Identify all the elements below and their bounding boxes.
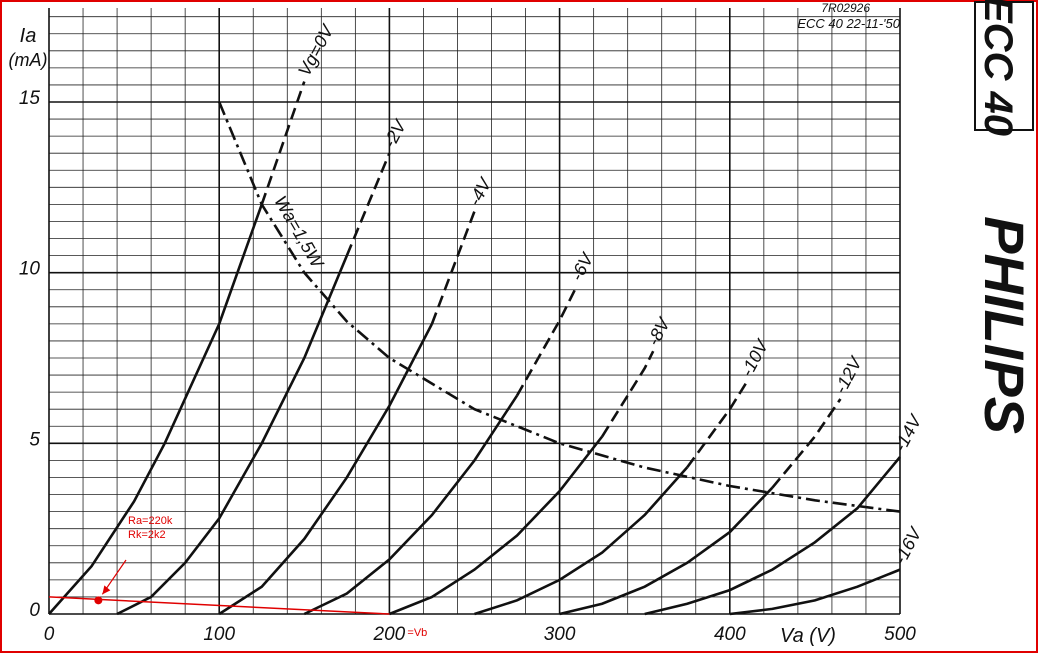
curve	[388, 435, 604, 616]
curve	[303, 394, 519, 616]
x-tick-label: 300	[544, 624, 576, 645]
x-tick-label: 0	[44, 624, 55, 645]
curve	[644, 456, 901, 616]
load-line-label: Ra=220k	[128, 515, 173, 527]
dissipation-curve	[217, 101, 901, 513]
y-tick-label: 10	[19, 259, 41, 280]
curve-dashed	[260, 81, 306, 205]
brand: PHILIPS	[973, 216, 1036, 434]
x-axis-label: Va (V)	[780, 625, 836, 647]
curve	[474, 466, 689, 616]
curve	[218, 323, 434, 616]
curve-dashed	[686, 381, 748, 468]
chart-title: ECC 40	[976, 0, 1020, 136]
y-tick-label: 5	[29, 429, 40, 450]
series-label: -12V	[830, 352, 866, 397]
y-tick-label: 15	[19, 88, 41, 109]
annotation-arrowhead	[102, 585, 111, 595]
x-tick-label: 400	[714, 624, 746, 645]
load-line	[48, 596, 390, 615]
curve-dashed	[515, 285, 578, 397]
series-label: -8V	[643, 313, 675, 349]
x-tick-label: 100	[203, 624, 235, 645]
series-label: -14V	[890, 410, 926, 455]
curve	[729, 568, 901, 616]
x-tick-label: 500	[884, 624, 916, 645]
load-line-label: Rk=2k2	[128, 529, 166, 541]
series-label: Vg=0V	[294, 20, 338, 79]
y-axis-label: Ia	[20, 25, 37, 47]
curve-dashed	[345, 152, 391, 257]
curve-dashed	[601, 350, 655, 438]
y-axis-label: (mA)	[9, 50, 48, 70]
series-label: -10V	[737, 335, 773, 380]
series-label: -16V	[890, 523, 926, 568]
chart-subtitle: ECC 40 22-11-'50	[797, 16, 900, 31]
x-tick-label: 200	[373, 624, 406, 645]
curve	[116, 255, 349, 616]
series-label: -2V	[379, 115, 411, 151]
curve	[559, 486, 774, 616]
operating-point	[94, 596, 103, 605]
title-box	[974, 1, 1034, 131]
curve-dashed	[430, 210, 476, 325]
y-tick-label: 0	[29, 600, 40, 621]
chart-code: 7R02926	[821, 1, 870, 15]
load-line-end-label: =Vb	[407, 627, 427, 639]
curve	[48, 203, 263, 615]
curve-dashed	[771, 398, 842, 489]
